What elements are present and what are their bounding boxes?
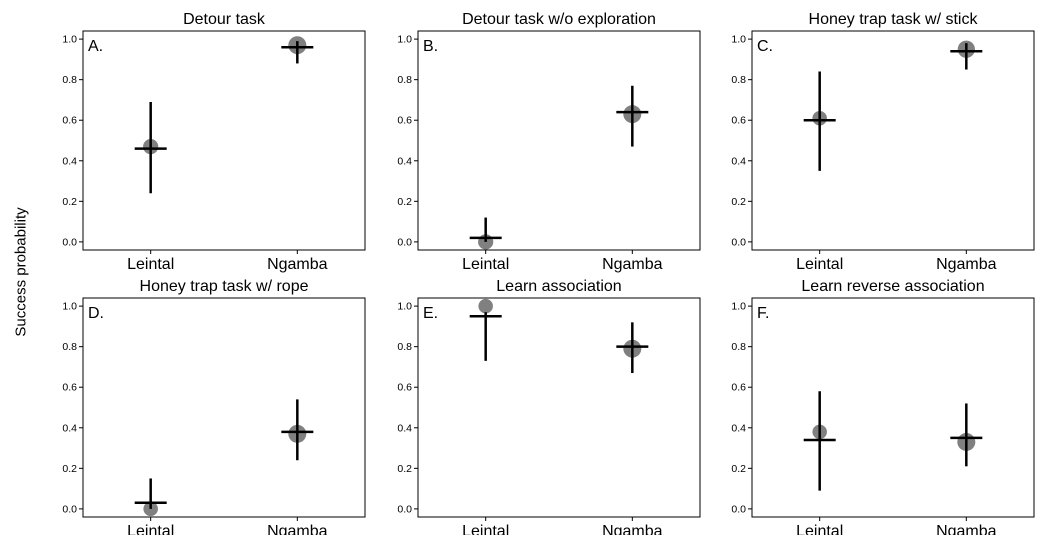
x-tick-label: Leintal <box>127 523 174 535</box>
y-tick-label: 0.2 <box>731 196 746 208</box>
y-tick-label: 1.0 <box>731 34 746 46</box>
observed-point <box>478 298 493 314</box>
y-tick-label: 0.0 <box>62 236 77 248</box>
panel-6: Learn reverse association F. 0.0 0.2 0.4 0.6 0… <box>731 278 1035 535</box>
panel-frame <box>751 297 1035 518</box>
x-tick-label: Ngamba <box>936 256 997 273</box>
y-tick-label: 0.8 <box>62 74 77 86</box>
y-tick-label: 0.6 <box>62 382 77 394</box>
panel-frame <box>417 30 701 251</box>
x-tick-label: Leintal <box>127 256 174 273</box>
panel-title: Honey trap task w/ rope <box>140 278 309 295</box>
panel-2: Detour task w/o exploration B. 0.0 0.2 0.4 0.… <box>397 11 701 273</box>
y-tick-label: 0.2 <box>62 463 77 475</box>
panel-letter: B. <box>423 38 438 55</box>
y-tick-label: 0.0 <box>397 236 412 248</box>
y-tick-label: 0.2 <box>62 196 77 208</box>
panel-title: Detour task w/o exploration <box>462 11 656 28</box>
y-tick-label: 0.6 <box>397 115 412 127</box>
y-tick-label: 1.0 <box>62 301 77 313</box>
x-tick-label: Ngamba <box>267 256 328 273</box>
x-tick-label: Ngamba <box>602 256 663 273</box>
panel-3: Honey trap task w/ stick C. 0.0 0.2 0.4 0.6 0.… <box>731 11 1035 273</box>
panel-frame <box>417 297 701 518</box>
panel-frame <box>82 297 366 518</box>
y-tick-label: 0.4 <box>731 422 746 434</box>
x-tick-label: Ngamba <box>602 523 663 535</box>
y-tick-label: 0.6 <box>397 382 412 394</box>
panel-letter: F. <box>757 305 769 322</box>
y-tick-label: 0.4 <box>731 155 746 167</box>
panel-title: Detour task <box>183 11 266 28</box>
y-tick-label: 0.0 <box>62 503 77 515</box>
y-tick-label: 0.6 <box>62 115 77 127</box>
y-tick-label: 0.2 <box>731 463 746 475</box>
panel-letter: E. <box>423 305 438 322</box>
y-tick-label: 0.4 <box>62 422 77 434</box>
panel-letter: D. <box>88 305 104 322</box>
panel-frame <box>82 30 366 251</box>
x-tick-label: Ngamba <box>267 523 328 535</box>
y-tick-label: 1.0 <box>62 34 77 46</box>
y-tick-label: 0.4 <box>397 155 412 167</box>
panel-title: Honey trap task w/ stick <box>809 11 979 28</box>
y-tick-label: 0.4 <box>397 422 412 434</box>
panel-title: Learn association <box>496 278 621 295</box>
y-tick-label: 0.0 <box>397 503 412 515</box>
panel-letter: A. <box>88 38 103 55</box>
y-tick-label: 0.6 <box>731 115 746 127</box>
panel-5: Learn association E. 0.0 0.2 0.4 0.6 0.8 1.0 Lei… <box>397 278 701 535</box>
y-tick-label: 0.8 <box>731 74 746 86</box>
observed-point <box>143 501 158 517</box>
x-tick-label: Leintal <box>796 256 843 273</box>
x-tick-label: Leintal <box>796 523 843 535</box>
y-tick-label: 0.2 <box>397 196 412 208</box>
panel-1: Detour task A. 0.0 0.2 0.4 0.6 0.8 1.0 Leintal Ng… <box>62 11 366 273</box>
x-tick-label: Leintal <box>462 256 509 273</box>
panel-title: Learn reverse association <box>801 278 984 295</box>
y-tick-label: 0.2 <box>397 463 412 475</box>
panel-frame <box>751 30 1035 251</box>
y-tick-label: 0.8 <box>397 341 412 353</box>
panel-4: Honey trap task w/ rope D. 0.0 0.2 0.4 0.6 0.8… <box>62 278 366 535</box>
y-tick-label: 1.0 <box>731 301 746 313</box>
y-tick-label: 0.8 <box>397 74 412 86</box>
y-tick-label: 1.0 <box>397 301 412 313</box>
x-tick-label: Ngamba <box>936 523 997 535</box>
y-tick-label: 0.8 <box>731 341 746 353</box>
y-tick-label: 1.0 <box>397 34 412 46</box>
y-tick-label: 0.0 <box>731 503 746 515</box>
y-tick-label: 0.8 <box>62 341 77 353</box>
y-tick-label: 0.0 <box>731 236 746 248</box>
x-tick-label: Leintal <box>462 523 509 535</box>
y-tick-label: 0.6 <box>731 382 746 394</box>
panel-letter: C. <box>757 38 773 55</box>
y-tick-label: 0.4 <box>62 155 77 167</box>
